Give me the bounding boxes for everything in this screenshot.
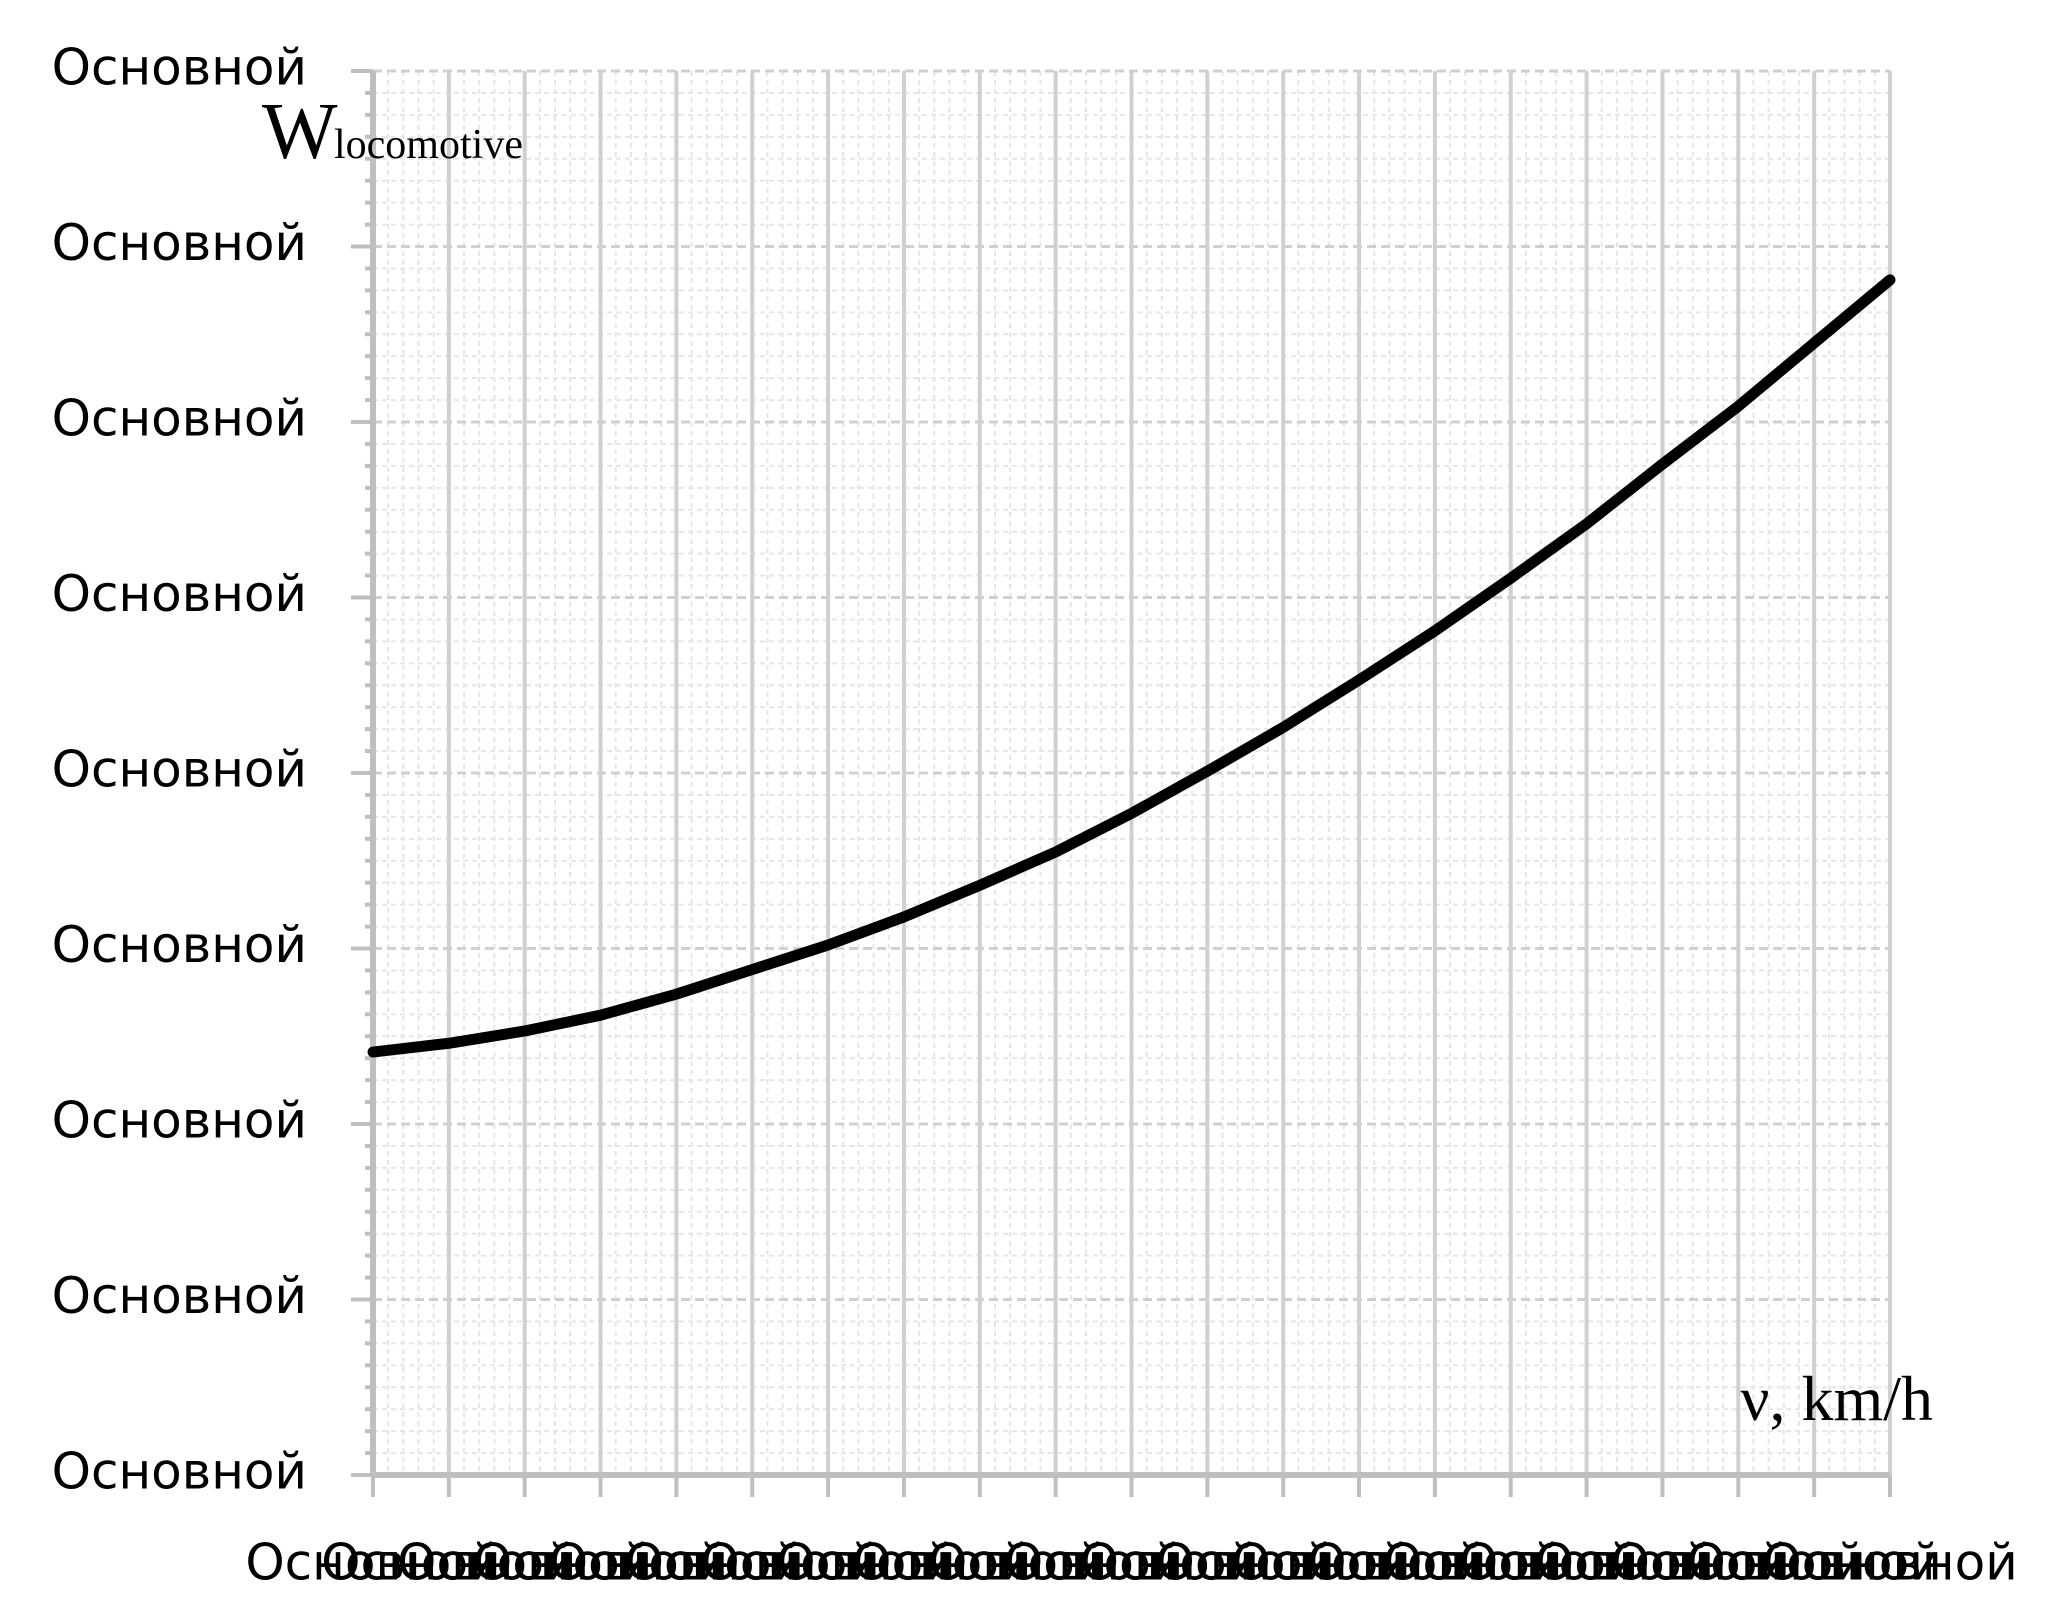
x-tick-label: Основной xyxy=(1611,1534,1866,1592)
x-tick-label: Основной xyxy=(1080,1534,1335,1592)
x-tick-label: Основной xyxy=(928,1534,1183,1592)
x-tick-label: Основной xyxy=(321,1534,576,1592)
y-tick-label: Основной xyxy=(52,916,307,974)
x-tick-label: Основной xyxy=(1156,1534,1411,1592)
marks xyxy=(367,274,1896,1058)
x-tick-label: Основной xyxy=(397,1534,652,1592)
x-tick-label: Основной xyxy=(1459,1534,1714,1592)
x-tick-label: Основной xyxy=(700,1534,955,1592)
x-tick-label: Основной xyxy=(1231,1534,1486,1592)
x-tick-label: Основной xyxy=(1762,1534,2017,1592)
x-tick-label: Основной xyxy=(1383,1534,1638,1592)
y-tick-label: Основной xyxy=(52,1443,307,1501)
x-tick-label: Основной xyxy=(245,1534,500,1592)
x-tick-label: Основной xyxy=(776,1534,1031,1592)
data-line xyxy=(367,274,1896,1058)
x-tick-label: Основной xyxy=(1686,1534,1941,1592)
y-tick-label: Основной xyxy=(52,1267,307,1325)
x-tick-label: Основной xyxy=(549,1534,804,1592)
x-tick-label: Основной xyxy=(1004,1534,1259,1592)
y-axis-label: W xyxy=(262,88,338,176)
y-tick-label: Основной xyxy=(52,39,307,97)
y-tick-label: Основной xyxy=(52,214,307,272)
y-tick-label: Основной xyxy=(52,565,307,623)
x-tick-label: Основной xyxy=(625,1534,880,1592)
y-axis-label-subscript: locomotive xyxy=(334,122,523,168)
x-tick-label: Основной xyxy=(1535,1534,1790,1592)
x-tick-label: Основной xyxy=(1307,1534,1562,1592)
x-axis-label: ν, km/h xyxy=(1741,1363,1934,1434)
axes: ОсновнойОсновнойОсновнойОсновнойОсновной… xyxy=(52,39,2018,1592)
x-tick-label: Основной xyxy=(473,1534,728,1592)
y-tick-label: Основной xyxy=(52,741,307,799)
grid xyxy=(371,69,1892,1477)
x-tick-label: Основной xyxy=(852,1534,1107,1592)
y-tick-label: Основной xyxy=(52,1092,307,1150)
y-tick-label: Основной xyxy=(52,390,307,448)
